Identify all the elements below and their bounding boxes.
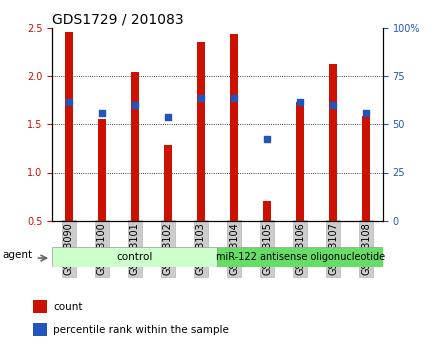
Text: control: control [116,252,153,262]
Bar [329,64,337,221]
Bar [52,247,217,267]
Text: GDS1729 / 201083: GDS1729 / 201083 [52,12,184,27]
Bar [65,32,73,221]
Text: miR-122 antisense oligonucleotide: miR-122 antisense oligonucleotide [215,252,384,262]
Point [65,99,72,105]
Point [230,95,237,101]
Bar [130,72,138,221]
Point [197,95,204,101]
Bar [163,146,171,221]
Point [98,110,105,115]
Point [263,136,270,141]
Point [131,102,138,108]
Bar [361,117,369,221]
Bar [295,102,303,221]
Bar [97,119,106,221]
Point [362,110,369,115]
Bar [230,34,238,221]
Text: count: count [53,302,82,312]
Bar [217,247,382,267]
Point [164,115,171,120]
Text: agent: agent [3,250,33,260]
Text: percentile rank within the sample: percentile rank within the sample [53,325,228,335]
Bar [196,42,205,221]
Bar [262,201,271,221]
Bar [33,300,47,313]
Point [329,102,336,108]
Point [296,99,303,105]
Bar [33,324,47,336]
